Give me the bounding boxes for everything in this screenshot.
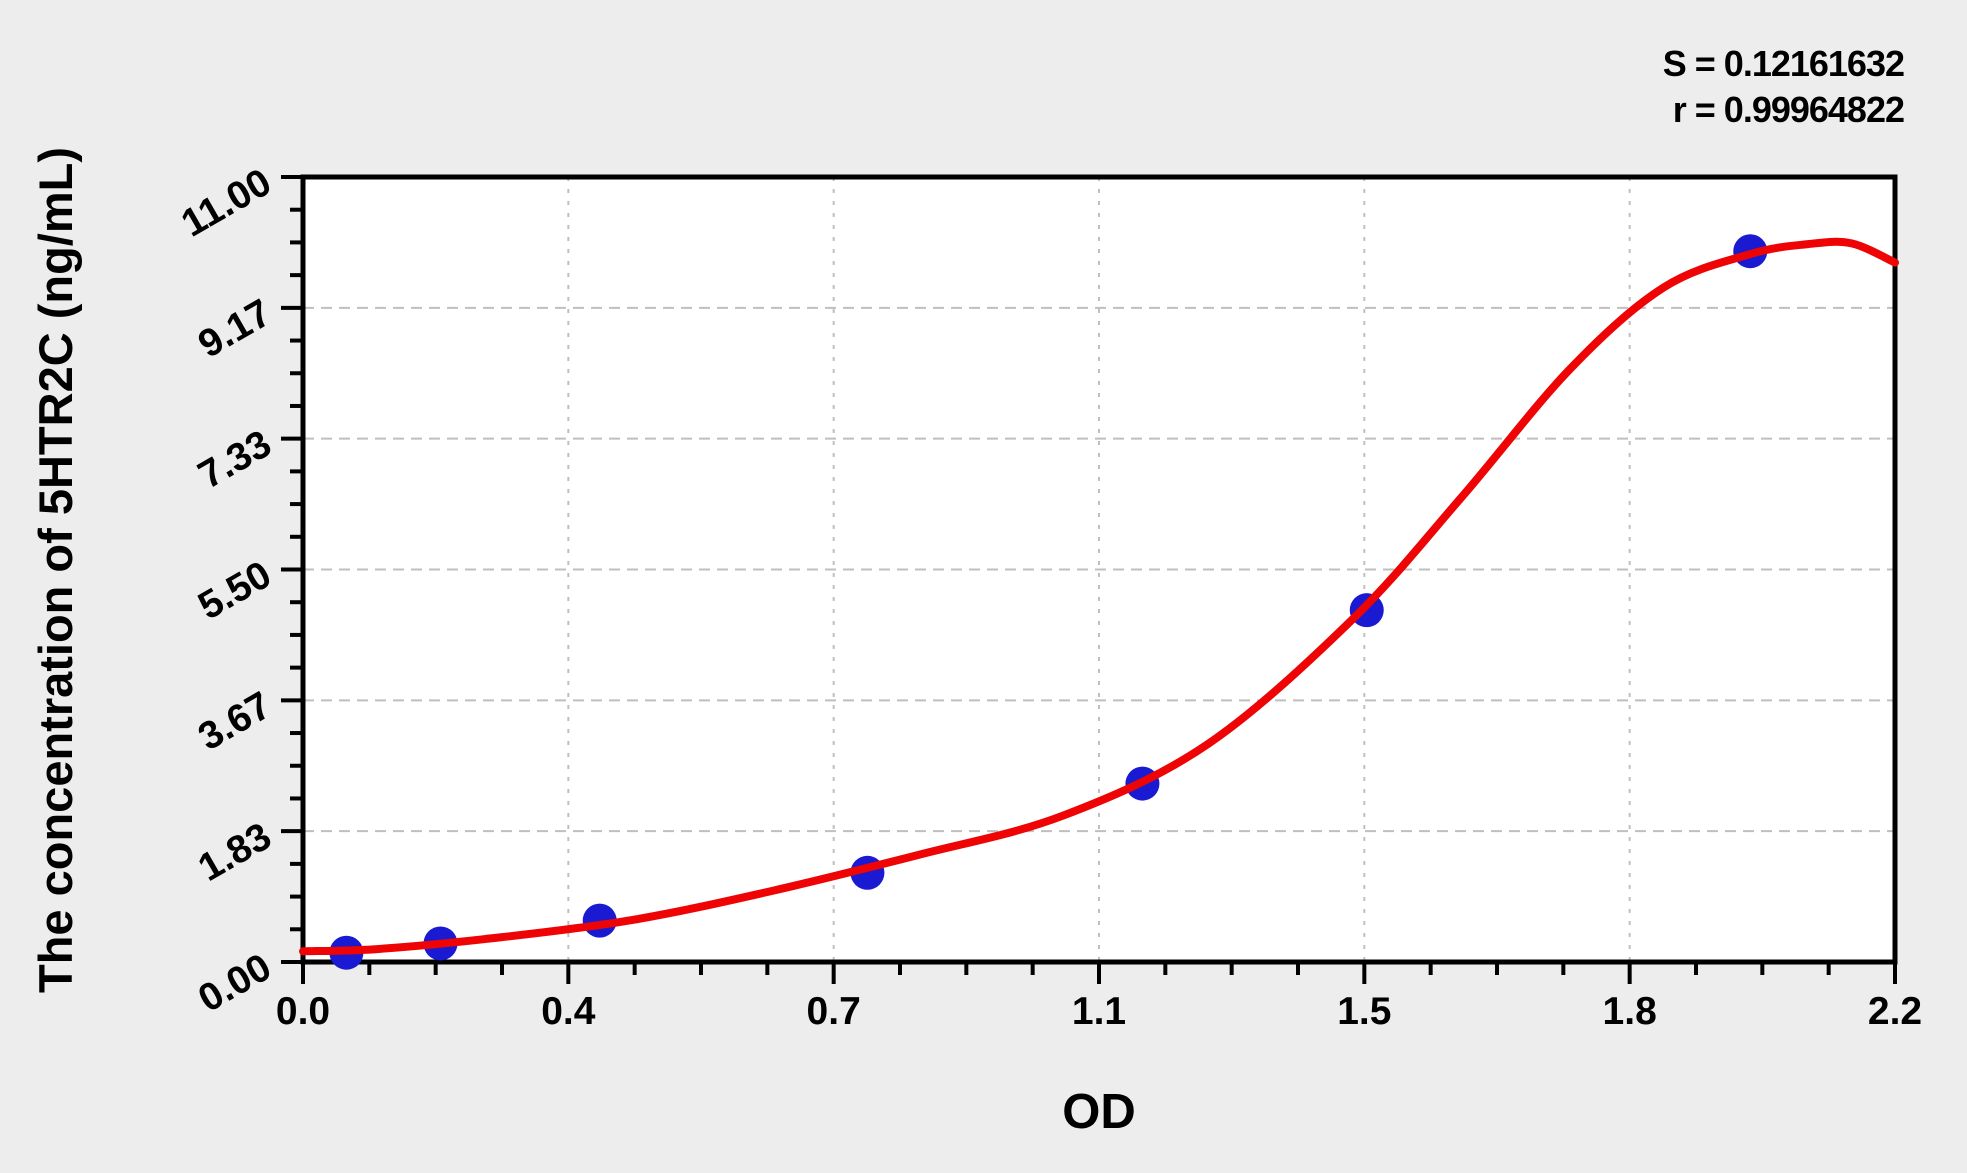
y-tick-label: 11.00 xyxy=(174,161,278,246)
plot-border xyxy=(300,174,1898,965)
x-tick-labels: 0.0 0.4 0.7 1.1 1.5 1.8 2.2 xyxy=(276,990,1922,1033)
gridlines xyxy=(303,177,1895,962)
y-tick-label: 3.67 xyxy=(191,684,278,759)
fit-curve-line xyxy=(299,237,1899,956)
plot-layer: 0.0 0.4 0.7 1.1 1.5 1.8 2.2 0.00 1.83 3.67 5.50 7.3… xyxy=(174,161,1922,1033)
y-tick-label: 7.33 xyxy=(191,422,278,497)
x-tick-label: 1.8 xyxy=(1603,990,1657,1033)
stat-s-value: S = 0.12161632 xyxy=(1663,43,1904,84)
x-tick-label: 0.4 xyxy=(541,990,596,1033)
x-tick-label: 1.1 xyxy=(1072,990,1126,1033)
y-tick-label: 9.17 xyxy=(191,291,278,366)
y-tick-label: 0.00 xyxy=(191,946,278,1021)
x-tick-label: 0.0 xyxy=(276,990,330,1033)
y-tick-label: 5.50 xyxy=(191,553,278,628)
y-axis-title: The concentration of 5HTR2C (ng/mL) xyxy=(29,147,82,993)
x-tick-label: 2.2 xyxy=(1868,990,1922,1033)
y-tick-labels: 0.00 1.83 3.67 5.50 7.33 9.17 11.00 xyxy=(174,161,278,1021)
stat-r-value: r = 0.99964822 xyxy=(1673,89,1904,130)
x-axis-title: OD xyxy=(1062,1085,1136,1139)
x-tick-label: 0.7 xyxy=(807,990,861,1033)
x-tick-label: 1.5 xyxy=(1337,990,1391,1033)
y-tick-label: 1.83 xyxy=(191,815,278,890)
